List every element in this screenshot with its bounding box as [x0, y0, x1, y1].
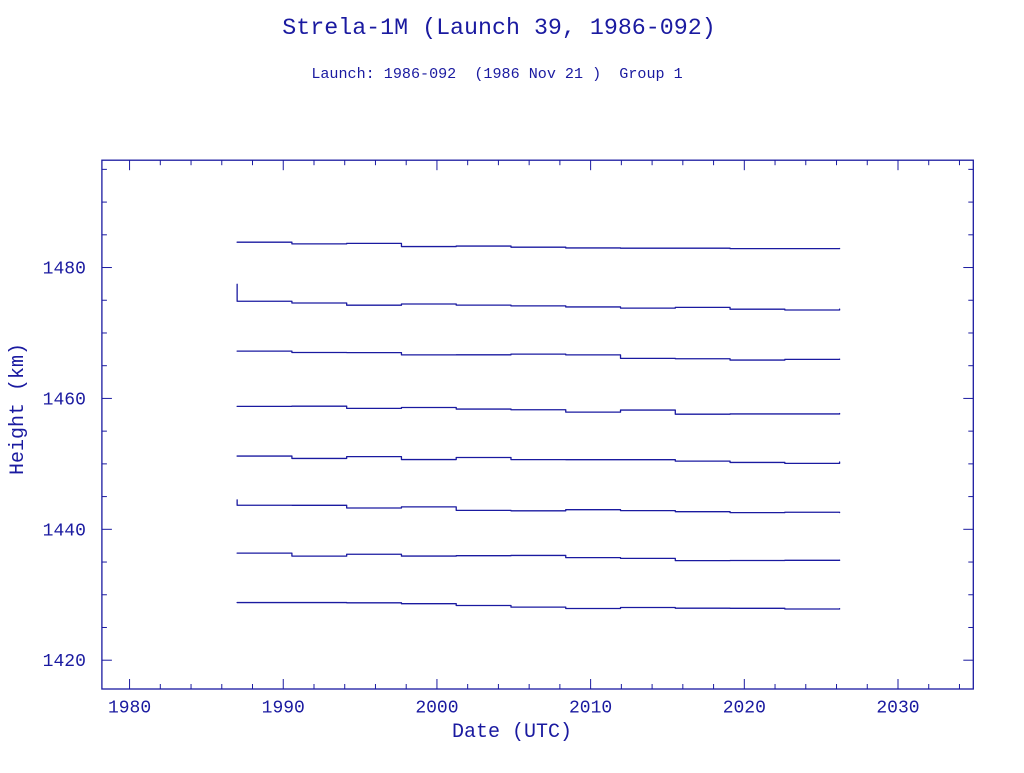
svg-text:2000: 2000: [415, 699, 458, 719]
svg-text:1420: 1420: [43, 652, 86, 672]
svg-text:1990: 1990: [262, 699, 305, 719]
svg-text:Height (km): Height (km): [7, 343, 30, 475]
svg-text:1980: 1980: [108, 699, 151, 719]
svg-text:2010: 2010: [569, 699, 612, 719]
svg-text:2020: 2020: [723, 699, 766, 719]
svg-text:2030: 2030: [876, 699, 919, 719]
svg-text:1440: 1440: [43, 521, 86, 541]
svg-text:Date (UTC): Date (UTC): [452, 721, 572, 744]
svg-text:Launch: 1986-092 (1986 Nov 21: Launch: 1986-092 (1986 Nov 21 ) Group 1: [311, 65, 682, 83]
svg-text:Strela-1M (Launch 39, 1986-092: Strela-1M (Launch 39, 1986-092): [282, 15, 715, 41]
svg-text:1480: 1480: [43, 260, 86, 280]
svg-text:1460: 1460: [43, 390, 86, 410]
